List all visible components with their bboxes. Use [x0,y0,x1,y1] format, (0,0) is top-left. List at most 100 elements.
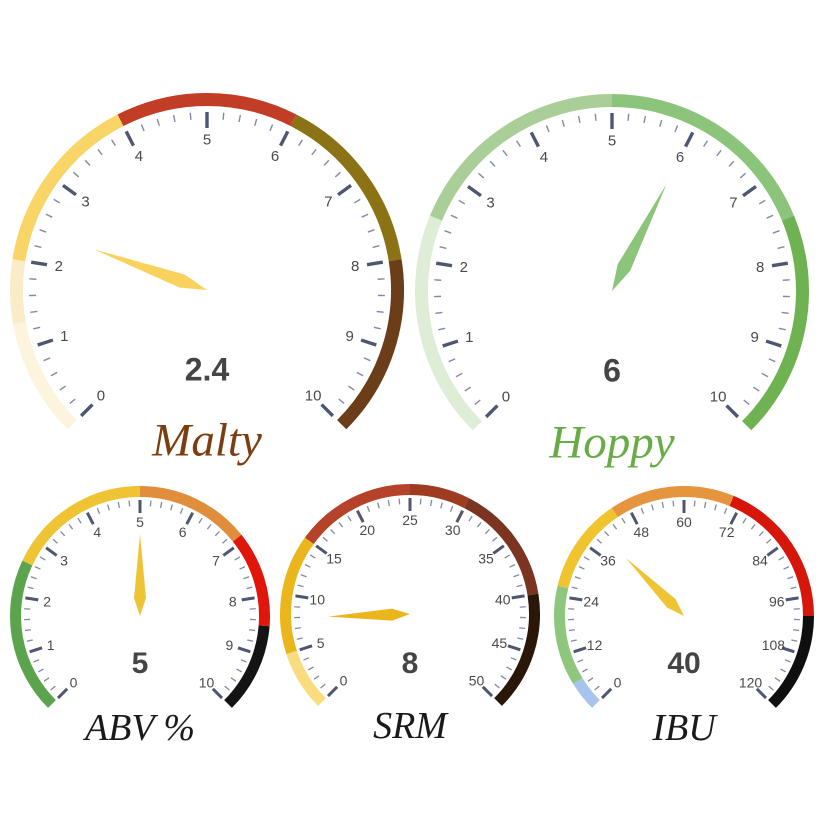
gauge-arc-segment [12,321,77,430]
minor-tick [52,538,58,544]
tick-label: 8 [756,259,764,276]
major-tick [211,687,224,700]
major-tick [725,404,740,419]
minor-tick [753,386,760,392]
minor-tick [774,677,781,682]
major-tick [86,511,95,525]
minor-tick [50,685,56,691]
minor-tick [703,140,708,147]
minor-tick [604,530,610,537]
minor-tick [474,399,481,405]
minor-tick [311,148,317,156]
minor-tick [594,113,597,121]
major-tick [630,511,639,525]
gauge-arc-segment [10,560,56,708]
tick-label: 4 [540,149,548,166]
minor-tick [323,159,330,166]
tick-label: 1 [60,328,68,345]
minor-tick [627,113,630,121]
tick-label: 15 [326,551,342,567]
tick-label: 9 [226,637,234,653]
minor-tick [448,358,456,363]
gauge-title-abv: ABV % [84,707,196,749]
tick-label: 72 [719,524,735,540]
minor-tick [545,125,550,133]
minor-tick [672,500,675,507]
minor-tick [84,159,91,166]
minor-tick [214,530,220,537]
minor-tick [561,119,565,127]
minor-tick [254,118,258,126]
major-tick [755,687,768,700]
minor-tick [294,627,301,630]
minor-tick [60,530,66,537]
minor-tick [68,523,74,530]
minor-tick [494,683,500,689]
minor-tick [172,115,176,123]
minor-tick [140,124,145,132]
major-tick [25,596,39,602]
gauge-hoppy: 0 1 2 3 4 5 6 7 8 9 10 [415,94,809,431]
tick-label: 5 [136,514,144,530]
minor-tick [766,538,772,544]
minor-tick [348,385,355,391]
minor-tick [783,566,790,570]
tick-label: 50 [469,673,485,689]
minor-tick [230,677,237,682]
major-tick [511,594,525,600]
minor-tick [246,586,253,590]
minor-tick [39,229,47,233]
minor-tick [455,372,463,378]
gauge-malty: 0 1 2 3 4 5 6 7 8 9 10 [10,92,404,430]
minor-tick [728,160,735,167]
minor-tick [574,576,581,580]
gauge-value-ibu: 40 [667,647,701,680]
minor-tick [519,627,526,630]
minor-tick [419,498,422,505]
tick-label: 108 [762,637,786,653]
minor-tick [674,125,679,133]
minor-tick [308,666,314,671]
gauge-arc-segment [554,585,583,684]
minor-tick [772,230,780,234]
tick-label: 8 [229,593,237,609]
minor-tick [313,675,320,680]
minor-tick [784,659,791,663]
major-tick [79,403,94,418]
major-tick [455,509,464,523]
minor-tick [500,675,507,680]
minor-tick [303,657,310,661]
major-tick [785,596,799,602]
major-tick [466,184,482,198]
major-tick [279,130,290,147]
minor-tick [373,326,381,330]
gauge-value-hoppy: 6 [603,352,621,389]
tick-label: 36 [600,553,616,569]
minor-tick [577,659,584,663]
minor-tick [372,245,380,249]
minor-tick [30,310,38,314]
major-tick [366,260,384,267]
major-tick [529,131,540,148]
minor-tick [43,357,51,362]
tick-label: 10 [309,591,325,607]
minor-tick [583,556,590,561]
gauge-title-srm: SRM [373,705,447,747]
minor-tick [38,668,44,673]
minor-tick [53,198,61,204]
needle [626,558,684,616]
minor-tick [791,639,798,642]
minor-tick [582,668,588,673]
tick-label: 10 [305,388,322,405]
needle [134,534,146,616]
minor-tick [356,371,364,377]
tick-label: 0 [70,675,78,691]
gauge-arc-segment [224,625,270,708]
minor-tick [743,399,750,405]
minor-tick [338,521,344,528]
minor-tick [476,521,482,528]
tick-label: 8 [351,258,359,275]
minor-tick [249,629,256,632]
tick-label: 2 [55,258,63,275]
